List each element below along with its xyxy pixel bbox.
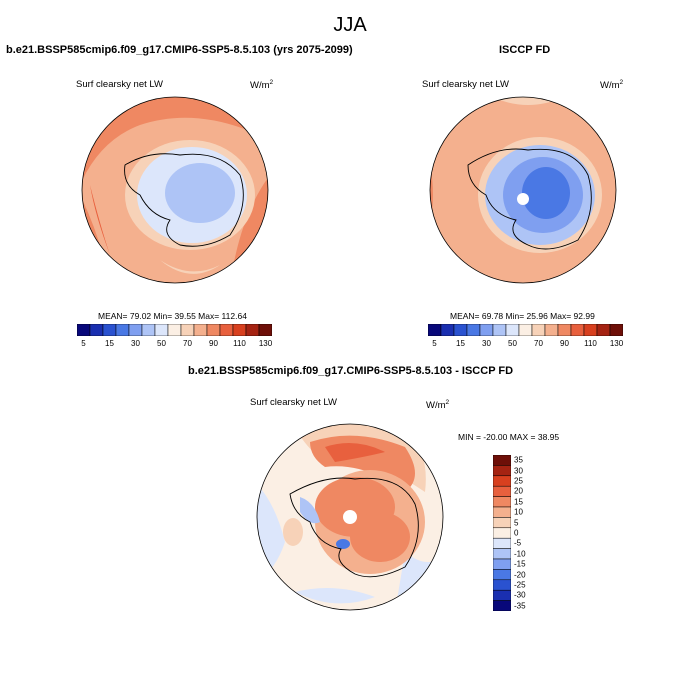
colorbar-diff-tick-label: 15 bbox=[514, 497, 523, 507]
colorbar-model-tick-label: 5 bbox=[81, 339, 86, 348]
colorbar-diff-swatch bbox=[493, 589, 511, 601]
colorbar-model-tick-label: 30 bbox=[131, 339, 140, 348]
units-label-diff: W/m2 bbox=[426, 399, 450, 412]
colorbar-model-swatch bbox=[193, 324, 208, 336]
colorbar-model-swatch bbox=[77, 324, 91, 336]
colorbar-obs-tick-label: 50 bbox=[508, 339, 517, 348]
colorbar-obs-swatch bbox=[440, 324, 455, 336]
colorbar-diff-swatch bbox=[493, 496, 511, 508]
colorbar-obs-tick-label: 130 bbox=[609, 339, 624, 348]
colorbar-diff-swatch bbox=[493, 527, 511, 539]
colorbar-ticks-model: 5 15 30 50 70 90 110 130 bbox=[77, 339, 272, 351]
colorbar-diff-tick-label: -25 bbox=[514, 580, 526, 590]
colorbar-model-tick-label: 15 bbox=[105, 339, 114, 348]
colorbar-model-tick-label: 130 bbox=[258, 339, 273, 348]
variable-label-model: Surf clearsky net LW bbox=[76, 79, 163, 90]
colorbar-diff-swatch bbox=[493, 558, 511, 570]
colorbar-obs bbox=[428, 324, 623, 336]
colorbar-ticks-diff: 35 30 25 20 15 10 5 0 -5 -10 -15 -20 -25 -30 -35 bbox=[514, 455, 544, 611]
colorbar-diff-tick-label: 35 bbox=[514, 455, 523, 465]
colorbar-model-swatch bbox=[154, 324, 169, 336]
colorbar-model-swatch bbox=[115, 324, 130, 336]
colorbar-diff-tick-label: -20 bbox=[514, 570, 526, 580]
colorbar-diff-tick-label: -10 bbox=[514, 549, 526, 559]
colorbar-obs-swatch bbox=[466, 324, 481, 336]
colorbar-diff-swatch bbox=[493, 506, 511, 518]
variable-label-obs: Surf clearsky net LW bbox=[422, 79, 509, 90]
polar-map-diff bbox=[256, 423, 444, 611]
colorbar-model-swatch bbox=[102, 324, 117, 336]
units-label-model: W/m2 bbox=[250, 79, 274, 92]
colorbar-diff-swatch bbox=[493, 517, 511, 529]
colorbar-model-swatch bbox=[219, 324, 234, 336]
panel-title-obs: ISCCP FD bbox=[499, 44, 551, 56]
colorbar-diff-swatch bbox=[493, 475, 511, 487]
colorbar-obs-swatch bbox=[596, 324, 611, 336]
colorbar-diff-tick-label: 5 bbox=[514, 518, 519, 528]
colorbar-obs-swatch bbox=[570, 324, 585, 336]
colorbar-diff-tick-label: 25 bbox=[514, 476, 523, 486]
colorbar-diff-tick-label: -35 bbox=[514, 601, 526, 611]
colorbar-diff-swatch bbox=[493, 600, 511, 611]
colorbar-model-swatch bbox=[128, 324, 143, 336]
units-label-obs: W/m2 bbox=[600, 79, 624, 92]
colorbar-model-swatch bbox=[89, 324, 104, 336]
colorbar-model-tick-label: 90 bbox=[209, 339, 218, 348]
stats-obs: MEAN= 69.78 Min= 25.96 Max= 92.99 bbox=[450, 311, 595, 321]
colorbar-obs-tick-label: 70 bbox=[534, 339, 543, 348]
colorbar-obs-tick-label: 90 bbox=[560, 339, 569, 348]
colorbar-obs-tick-label: 15 bbox=[456, 339, 465, 348]
colorbar-diff-swatch bbox=[493, 579, 511, 591]
colorbar-obs-tick-label: 5 bbox=[432, 339, 437, 348]
figure-title: JJA bbox=[333, 14, 367, 36]
colorbar-model-swatch bbox=[180, 324, 195, 336]
colorbar-obs-swatch bbox=[557, 324, 572, 336]
colorbar-model-swatch bbox=[141, 324, 156, 336]
colorbar-diff-tick-label: -5 bbox=[514, 538, 522, 548]
colorbar-model-swatch bbox=[232, 324, 247, 336]
colorbar-diff-tick-label: 30 bbox=[514, 466, 523, 476]
colorbar-diff-swatch bbox=[493, 537, 511, 549]
panel-title-diff: b.e21.BSSP585cmip6.f09_g17.CMIP6-SSP5-8.… bbox=[188, 365, 514, 377]
colorbar-obs-tick-label: 110 bbox=[584, 339, 597, 348]
colorbar-diff-swatch bbox=[493, 485, 511, 497]
colorbar-diff-tick-label: 20 bbox=[514, 486, 523, 496]
colorbar-ticks-obs: 5 15 30 50 70 90 110 130 bbox=[428, 339, 623, 351]
stats-diff: MIN = -20.00 MAX = 38.95 bbox=[458, 432, 560, 442]
colorbar-model-swatch bbox=[206, 324, 221, 336]
colorbar-model-tick-label: 70 bbox=[183, 339, 192, 348]
polar-map-model bbox=[81, 96, 269, 284]
colorbar-diff-tick-label: 0 bbox=[514, 528, 519, 538]
colorbar-obs-swatch bbox=[505, 324, 520, 336]
colorbar-obs-swatch bbox=[609, 324, 623, 336]
colorbar-obs-swatch bbox=[453, 324, 468, 336]
colorbar-model-tick-label: 50 bbox=[157, 339, 166, 348]
colorbar-diff-swatch bbox=[493, 569, 511, 581]
colorbar-diff-swatch bbox=[493, 455, 511, 466]
colorbar-model-swatch bbox=[245, 324, 260, 336]
stats-model: MEAN= 79.02 Min= 39.55 Max= 112.64 bbox=[98, 311, 247, 321]
colorbar-diff-tick-label: -30 bbox=[514, 590, 526, 600]
colorbar-model-swatch bbox=[167, 324, 182, 336]
colorbar-diff bbox=[493, 455, 511, 611]
colorbar-model-swatch bbox=[258, 324, 272, 336]
colorbar-obs-swatch bbox=[479, 324, 494, 336]
panel-title-model: b.e21.BSSP585cmip6.f09_g17.CMIP6-SSP5-8.… bbox=[6, 44, 353, 56]
colorbar-obs-swatch bbox=[583, 324, 598, 336]
colorbar-obs-swatch bbox=[428, 324, 442, 336]
colorbar-diff-swatch bbox=[493, 465, 511, 477]
colorbar-obs-swatch bbox=[518, 324, 533, 336]
colorbar-diff-tick-label: -15 bbox=[514, 559, 526, 569]
colorbar-model-tick-label: 110 bbox=[233, 339, 246, 348]
colorbar-diff-swatch bbox=[493, 548, 511, 560]
colorbar-obs-swatch bbox=[531, 324, 546, 336]
polar-map-obs bbox=[429, 96, 617, 284]
colorbar-model bbox=[77, 324, 272, 336]
colorbar-obs-tick-label: 30 bbox=[482, 339, 491, 348]
colorbar-obs-swatch bbox=[544, 324, 559, 336]
variable-label-diff: Surf clearsky net LW bbox=[250, 397, 337, 408]
colorbar-diff-tick-label: 10 bbox=[514, 507, 523, 517]
colorbar-obs-swatch bbox=[492, 324, 507, 336]
